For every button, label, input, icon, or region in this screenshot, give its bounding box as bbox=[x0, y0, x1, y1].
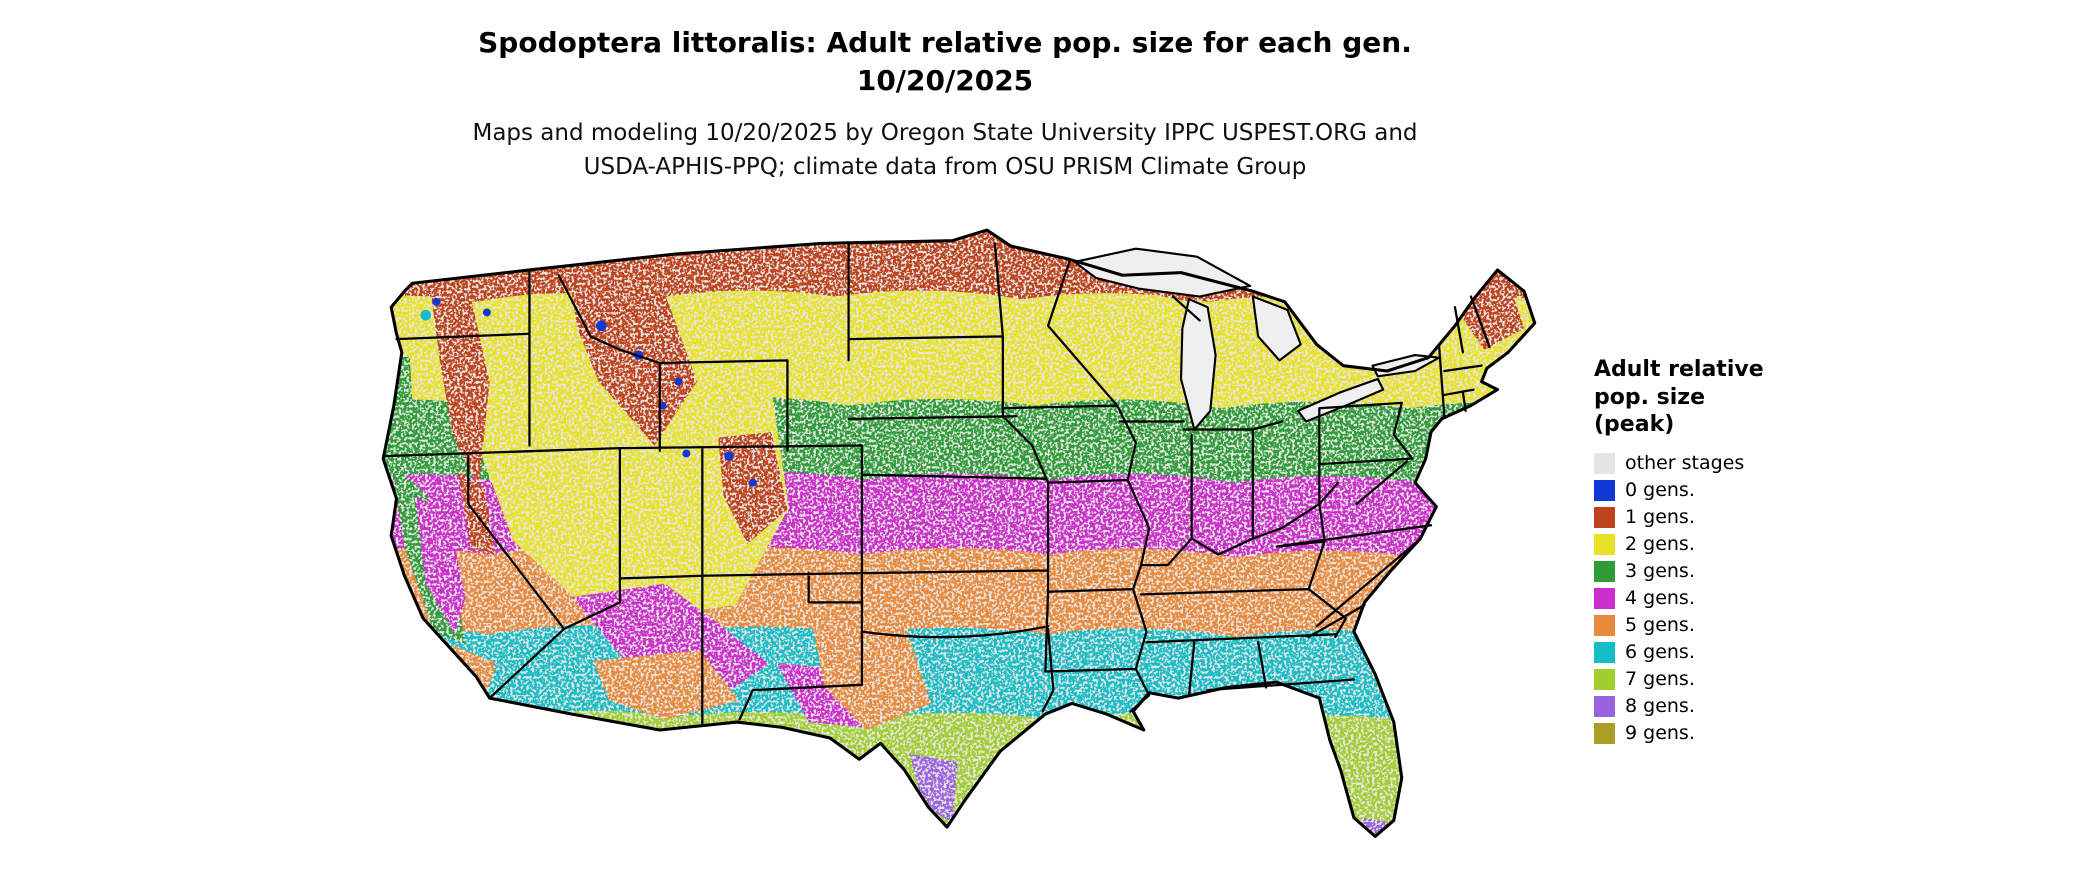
legend-items: other stages 0 gens. 1 gens. 2 gens. 3 g… bbox=[1594, 451, 1764, 746]
legend-item-label: 0 gens. bbox=[1625, 479, 1695, 501]
legend-item-label: 3 gens. bbox=[1625, 560, 1695, 582]
patch-sierra-vermilion bbox=[457, 469, 495, 555]
lake-michigan bbox=[1179, 298, 1217, 431]
legend-swatch bbox=[1594, 614, 1615, 636]
legend-title-line2: pop. size bbox=[1594, 384, 1705, 410]
patch-colorado-rockies-vermilion bbox=[718, 432, 788, 544]
legend-item-label: 6 gens. bbox=[1625, 641, 1695, 663]
patch-south-texas-purple bbox=[909, 753, 958, 824]
patch-central-texas-orange bbox=[811, 620, 932, 731]
legend-swatch bbox=[1594, 722, 1615, 744]
patch-southwest-magenta bbox=[572, 583, 769, 693]
legend-item-label: 2 gens. bbox=[1625, 533, 1695, 555]
patch-great-basin-yellow bbox=[469, 357, 789, 624]
figure-header: Spodoptera littoralis: Adult relative po… bbox=[0, 24, 1890, 185]
legend: Adult relative pop. size (peak) other st… bbox=[1594, 356, 1764, 748]
legend-swatch bbox=[1594, 506, 1615, 528]
legend-item-label: other stages bbox=[1625, 452, 1745, 474]
legend-swatch bbox=[1594, 479, 1615, 501]
us-generations-map bbox=[381, 228, 1537, 880]
figure-title-line2: 10/20/2025 bbox=[856, 63, 1034, 97]
map-generation-bands bbox=[383, 230, 1535, 837]
legend-swatch bbox=[1594, 668, 1615, 690]
legend-item: 2 gens. bbox=[1594, 532, 1764, 557]
legend-swatch bbox=[1594, 452, 1615, 474]
legend-item: 1 gens. bbox=[1594, 505, 1764, 530]
legend-swatch bbox=[1594, 587, 1615, 609]
legend-item-label: 5 gens. bbox=[1625, 614, 1695, 636]
legend-title: Adult relative pop. size (peak) bbox=[1594, 356, 1764, 439]
legend-swatch bbox=[1594, 641, 1615, 663]
legend-item-label: 1 gens. bbox=[1625, 506, 1695, 528]
legend-title-line3: (peak) bbox=[1594, 412, 1675, 437]
legend-item-label: 8 gens. bbox=[1625, 695, 1695, 717]
legend-item: 6 gens. bbox=[1594, 640, 1764, 665]
legend-item: 8 gens. bbox=[1594, 694, 1764, 719]
legend-item-label: 4 gens. bbox=[1625, 587, 1695, 609]
legend-item: 9 gens. bbox=[1594, 721, 1764, 746]
map-color-layer bbox=[383, 230, 1535, 880]
legend-item: 7 gens. bbox=[1594, 667, 1764, 692]
legend-swatch bbox=[1594, 560, 1615, 582]
legend-item: 4 gens. bbox=[1594, 586, 1764, 611]
legend-title-line1: Adult relative bbox=[1594, 357, 1764, 382]
legend-item: 0 gens. bbox=[1594, 478, 1764, 503]
lake-huron bbox=[1251, 295, 1302, 362]
florida-keys-specks bbox=[1327, 864, 1384, 880]
legend-item: 3 gens. bbox=[1594, 559, 1764, 584]
patch-central-valley-magenta bbox=[415, 495, 466, 635]
legend-item: 5 gens. bbox=[1594, 613, 1764, 638]
us-outline bbox=[381, 228, 1537, 838]
figure-subtitle-line2: USDA-APHIS-PPQ; climate data from OSU PR… bbox=[583, 154, 1307, 181]
figure-subtitle: Maps and modeling 10/20/2025 by Oregon S… bbox=[0, 116, 1890, 185]
figure-subtitle-line1: Maps and modeling 10/20/2025 by Oregon S… bbox=[472, 119, 1418, 146]
legend-swatch bbox=[1594, 695, 1615, 717]
legend-item: other stages bbox=[1594, 451, 1764, 476]
legend-item-label: 9 gens. bbox=[1625, 722, 1695, 744]
legend-swatch bbox=[1594, 533, 1615, 555]
legend-item-label: 7 gens. bbox=[1625, 668, 1695, 690]
figure-title-line1: Spodoptera littoralis: Adult relative po… bbox=[478, 26, 1412, 59]
patch-low-desert-cyan bbox=[492, 663, 599, 707]
